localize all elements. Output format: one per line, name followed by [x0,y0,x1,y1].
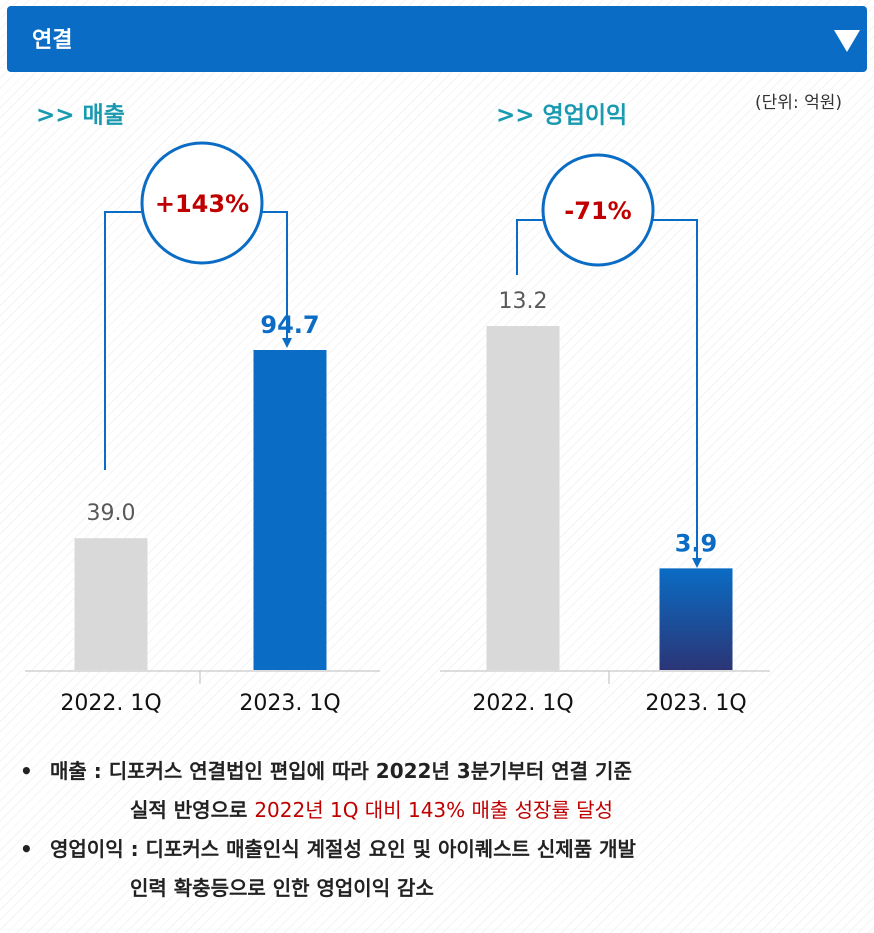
note-text: 실적 반영으로 [130,798,255,822]
bullet: • [20,759,33,783]
arrow [282,338,292,348]
change-circle [541,153,655,267]
bar [486,326,560,670]
header-title: 연결 [32,28,72,53]
value-label: 3.9 [675,529,718,557]
bar [659,568,733,670]
unit: (단위: 억원) [755,93,842,113]
note-line: 실적 반영으로 2022년 1Q 대비 143% 매출 성장률 달성 [20,791,860,830]
connectors [104,211,698,560]
note-text: 매출 : 디포커스 연결법인 편입에 따라 2022년 3분기부터 연결 기준 [50,759,632,783]
collapse-toggle[interactable] [834,30,860,52]
bar [74,538,148,670]
notes: • 매출 : 디포커스 연결법인 편입에 따라 2022년 3분기부터 연결 기준… [20,752,860,908]
arrow [692,558,702,568]
value-label: 13.2 [499,289,548,314]
change-circle [140,141,264,265]
value-label: 94.7 [260,311,319,339]
value-label: 39.0 [87,501,136,526]
x-tick-label: 2022. 1Q [60,691,161,716]
x-tick-label: 2023. 1Q [645,691,746,716]
note-line: 인력 확충등으로 인한 영업이익 감소 [20,869,860,908]
bullet: • [20,837,33,861]
note-text: 인력 확충등으로 인한 영업이익 감소 [130,876,434,900]
bar [253,350,327,670]
chart-title: >> 영업이익 [496,103,627,129]
x-tick-label: 2023. 1Q [239,691,340,716]
note-line: • 매출 : 디포커스 연결법인 편입에 따라 2022년 3분기부터 연결 기준 [20,752,860,791]
x-tick-label: 2022. 1Q [472,691,573,716]
change-label: +143% [155,190,249,218]
note-text: 영업이익 : 디포커스 매출인식 계절성 요인 및 아이퀘스트 신제품 개발 [50,837,636,861]
chart-title: >> 매출 [36,103,125,129]
note-line: • 영업이익 : 디포커스 매출인식 계절성 요인 및 아이퀘스트 신제품 개발 [20,830,860,869]
note-text: 2022년 1Q 대비 143% 매출 성장률 달성 [254,798,614,822]
change-label: -71% [564,197,631,225]
header-bar [7,6,867,72]
